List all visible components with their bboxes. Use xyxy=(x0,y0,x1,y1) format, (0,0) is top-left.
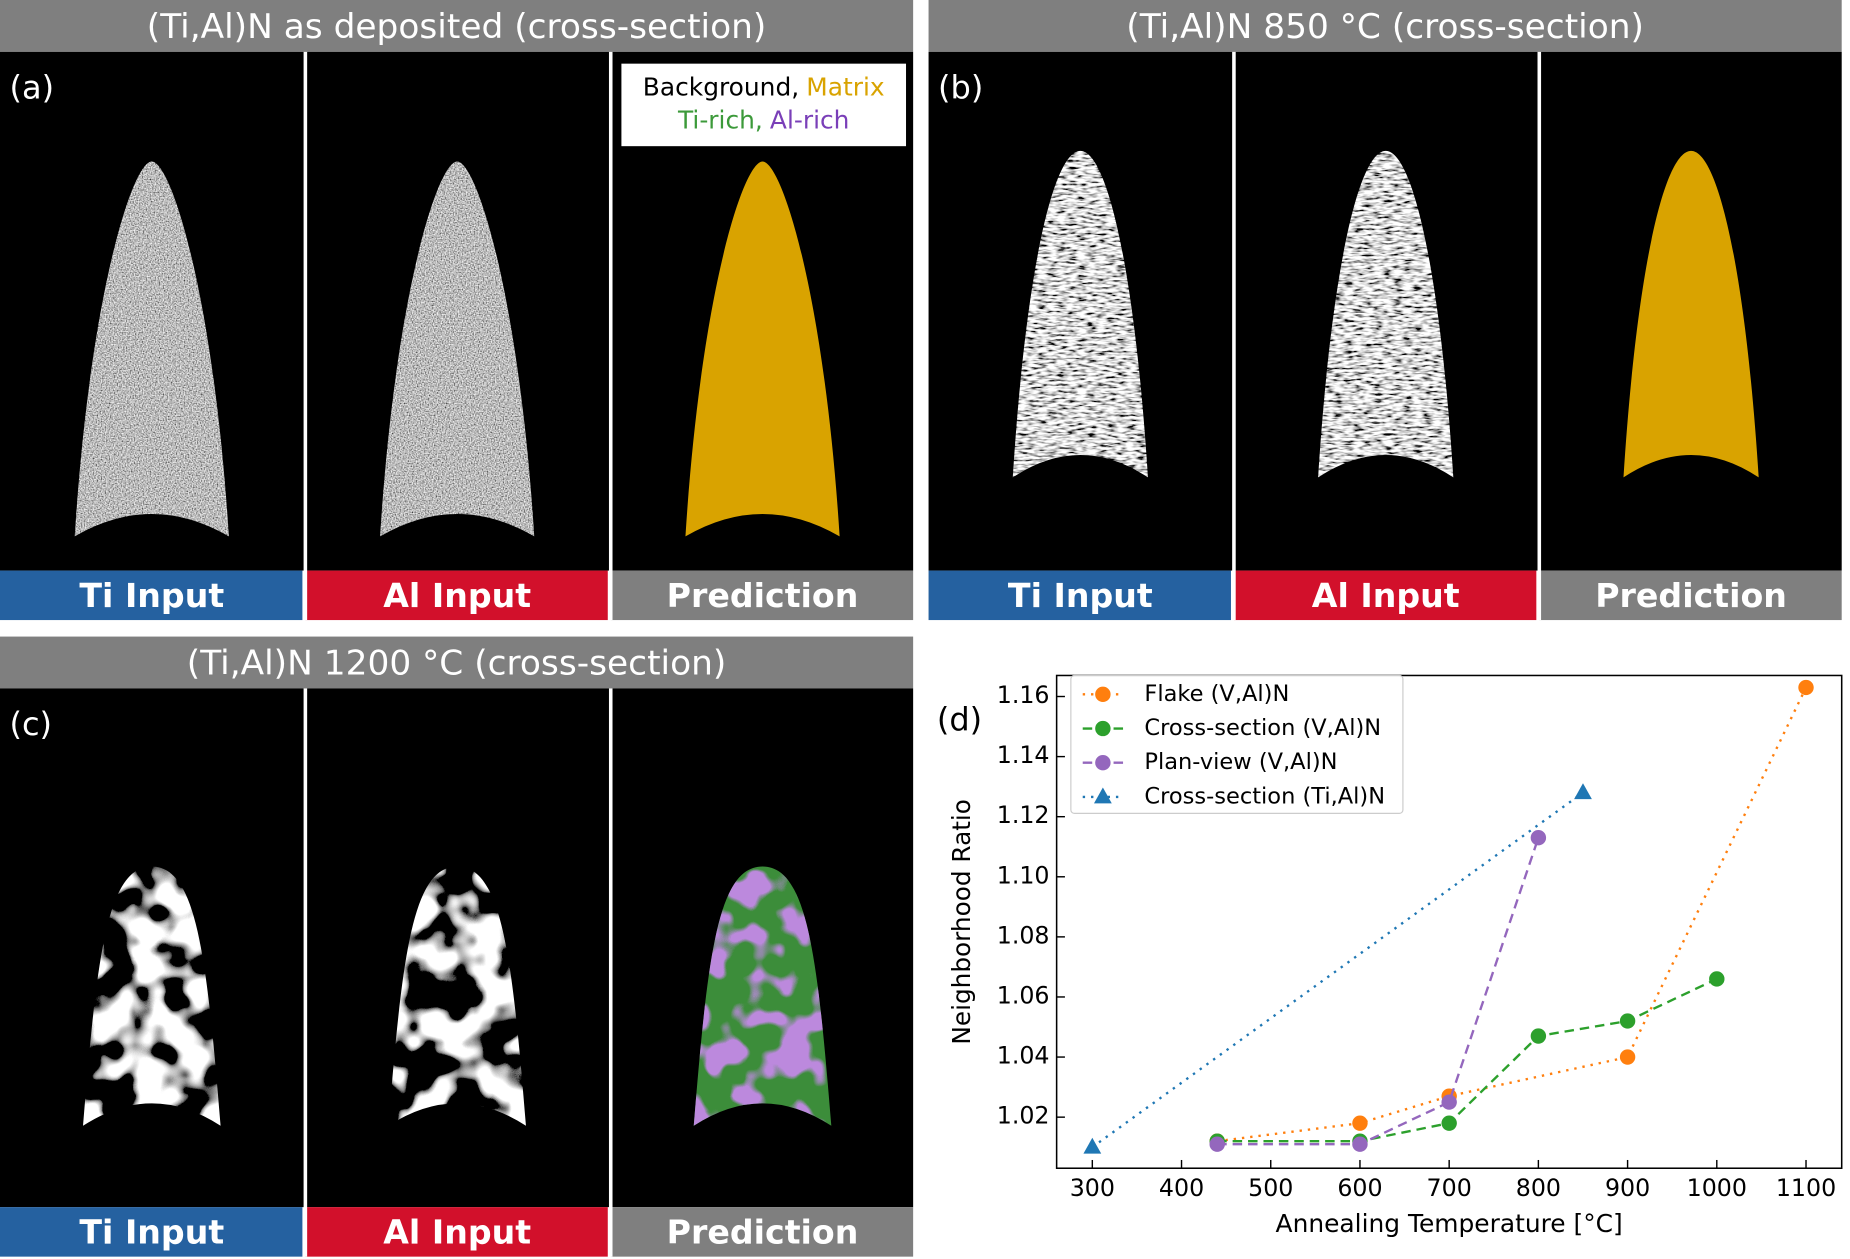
plot-frame xyxy=(1055,674,1843,1169)
legend-marker xyxy=(1095,686,1111,702)
data-point xyxy=(1441,1094,1457,1110)
data-point xyxy=(1209,1136,1225,1152)
series-line xyxy=(1217,977,1718,1143)
label-bar xyxy=(610,1207,914,1257)
data-point xyxy=(1709,971,1725,987)
y-tick-label: 1.12 xyxy=(997,801,1050,829)
legend-marker xyxy=(1093,787,1112,804)
y-tick-label: 1.08 xyxy=(997,921,1050,949)
legend-box xyxy=(1070,674,1404,814)
y-tick-label: 1.10 xyxy=(997,861,1050,889)
y-tick-label: 1.04 xyxy=(997,1042,1050,1070)
label-bar xyxy=(1233,570,1537,621)
panel-letter: (c) xyxy=(9,705,52,743)
series-line xyxy=(1091,791,1584,1149)
specimen-phase xyxy=(693,866,832,1126)
label-bar xyxy=(0,1207,303,1257)
legend-matrix: Matrix xyxy=(806,72,884,101)
specimen xyxy=(380,161,535,537)
label-bar xyxy=(305,1207,608,1257)
panel-title-bar xyxy=(928,0,1842,52)
image-label: Al Input xyxy=(383,1213,531,1252)
legend-marker xyxy=(1095,755,1111,771)
legend-al-rich: Al-rich xyxy=(770,105,850,134)
separator xyxy=(303,688,308,1257)
data-point xyxy=(1530,830,1547,846)
image-label: Prediction xyxy=(667,576,859,615)
legend-background: Background, xyxy=(643,72,799,101)
x-tick-label: 1100 xyxy=(1776,1174,1836,1202)
panel-title: (Ti,Al)N as deposited (cross-section) xyxy=(147,7,767,47)
specimen xyxy=(74,161,229,537)
legend-label: Plan-view (V,Al)N xyxy=(1144,749,1337,775)
panel-title-bar xyxy=(0,0,914,52)
x-tick-label: 400 xyxy=(1159,1174,1204,1202)
data-point xyxy=(1352,1115,1368,1131)
specimen xyxy=(1623,150,1759,478)
panel-title: (Ti,Al)N 1200 °C (cross-section) xyxy=(187,643,727,683)
legend-label: Cross-section (V,Al)N xyxy=(1144,715,1381,741)
y-tick-label: 1.02 xyxy=(997,1102,1050,1130)
data-point xyxy=(1619,1013,1636,1029)
x-tick-label: 500 xyxy=(1248,1174,1293,1202)
separator xyxy=(608,51,613,621)
label-bar xyxy=(305,570,608,621)
image-label: Ti Input xyxy=(79,1213,224,1252)
x-tick-label: 800 xyxy=(1516,1174,1561,1202)
legend-label: Flake (V,Al)N xyxy=(1144,681,1289,707)
panel-letter: (d) xyxy=(937,701,982,739)
x-tick-label: 700 xyxy=(1427,1174,1472,1202)
label-bar xyxy=(0,570,303,621)
label-bar xyxy=(1539,570,1842,621)
y-axis-label: Neighborhood Ratio xyxy=(947,799,976,1045)
label-bar xyxy=(610,570,914,621)
panel-title: (Ti,Al)N 850 °C (cross-section) xyxy=(1126,7,1644,47)
separator xyxy=(303,51,308,621)
data-point xyxy=(1619,1049,1636,1065)
x-tick-label: 300 xyxy=(1070,1174,1115,1202)
image-label: Prediction xyxy=(1595,576,1787,615)
legend-ti-rich: Ti-rich, xyxy=(677,105,763,134)
series-line xyxy=(1217,686,1808,1143)
data-point xyxy=(1530,1028,1547,1044)
separator xyxy=(1537,51,1542,621)
specimen xyxy=(1012,150,1148,478)
specimen xyxy=(1318,150,1454,478)
panel-letter: (b) xyxy=(938,69,983,107)
x-axis-label: Annealing Temperature [°C] xyxy=(1276,1209,1623,1238)
specimen xyxy=(685,161,840,537)
class-legend-box xyxy=(621,63,907,147)
y-tick-label: 1.06 xyxy=(997,982,1050,1010)
data-point xyxy=(1441,1115,1457,1131)
image-label: Prediction xyxy=(667,1213,859,1252)
x-tick-label: 1000 xyxy=(1687,1174,1747,1202)
image-label: Ti Input xyxy=(1008,576,1153,615)
series-line xyxy=(1217,837,1540,1146)
legend-marker xyxy=(1095,720,1111,737)
panel-title-bar xyxy=(0,636,914,689)
label-bar xyxy=(928,570,1231,621)
y-tick-label: 1.16 xyxy=(997,681,1050,709)
x-tick-label: 900 xyxy=(1605,1174,1650,1202)
image-label: Al Input xyxy=(383,576,531,615)
x-tick-label: 600 xyxy=(1337,1174,1382,1202)
data-point xyxy=(1352,1136,1368,1152)
panel-letter: (a) xyxy=(9,69,54,107)
y-tick-label: 1.14 xyxy=(997,741,1050,769)
data-point xyxy=(1574,783,1592,800)
specimen xyxy=(83,866,221,1126)
class-legend-line: Background, Matrix xyxy=(643,72,885,101)
image-label: Ti Input xyxy=(79,576,224,615)
legend-label: Cross-section (Ti,Al)N xyxy=(1144,783,1385,809)
specimen xyxy=(388,866,526,1126)
data-point xyxy=(1083,1137,1102,1154)
separator xyxy=(1232,51,1236,621)
data-point xyxy=(1798,679,1814,696)
class-legend-line: Ti-rich, Al-rich xyxy=(677,105,849,134)
image-label: Al Input xyxy=(1312,576,1460,615)
separator xyxy=(608,688,613,1257)
